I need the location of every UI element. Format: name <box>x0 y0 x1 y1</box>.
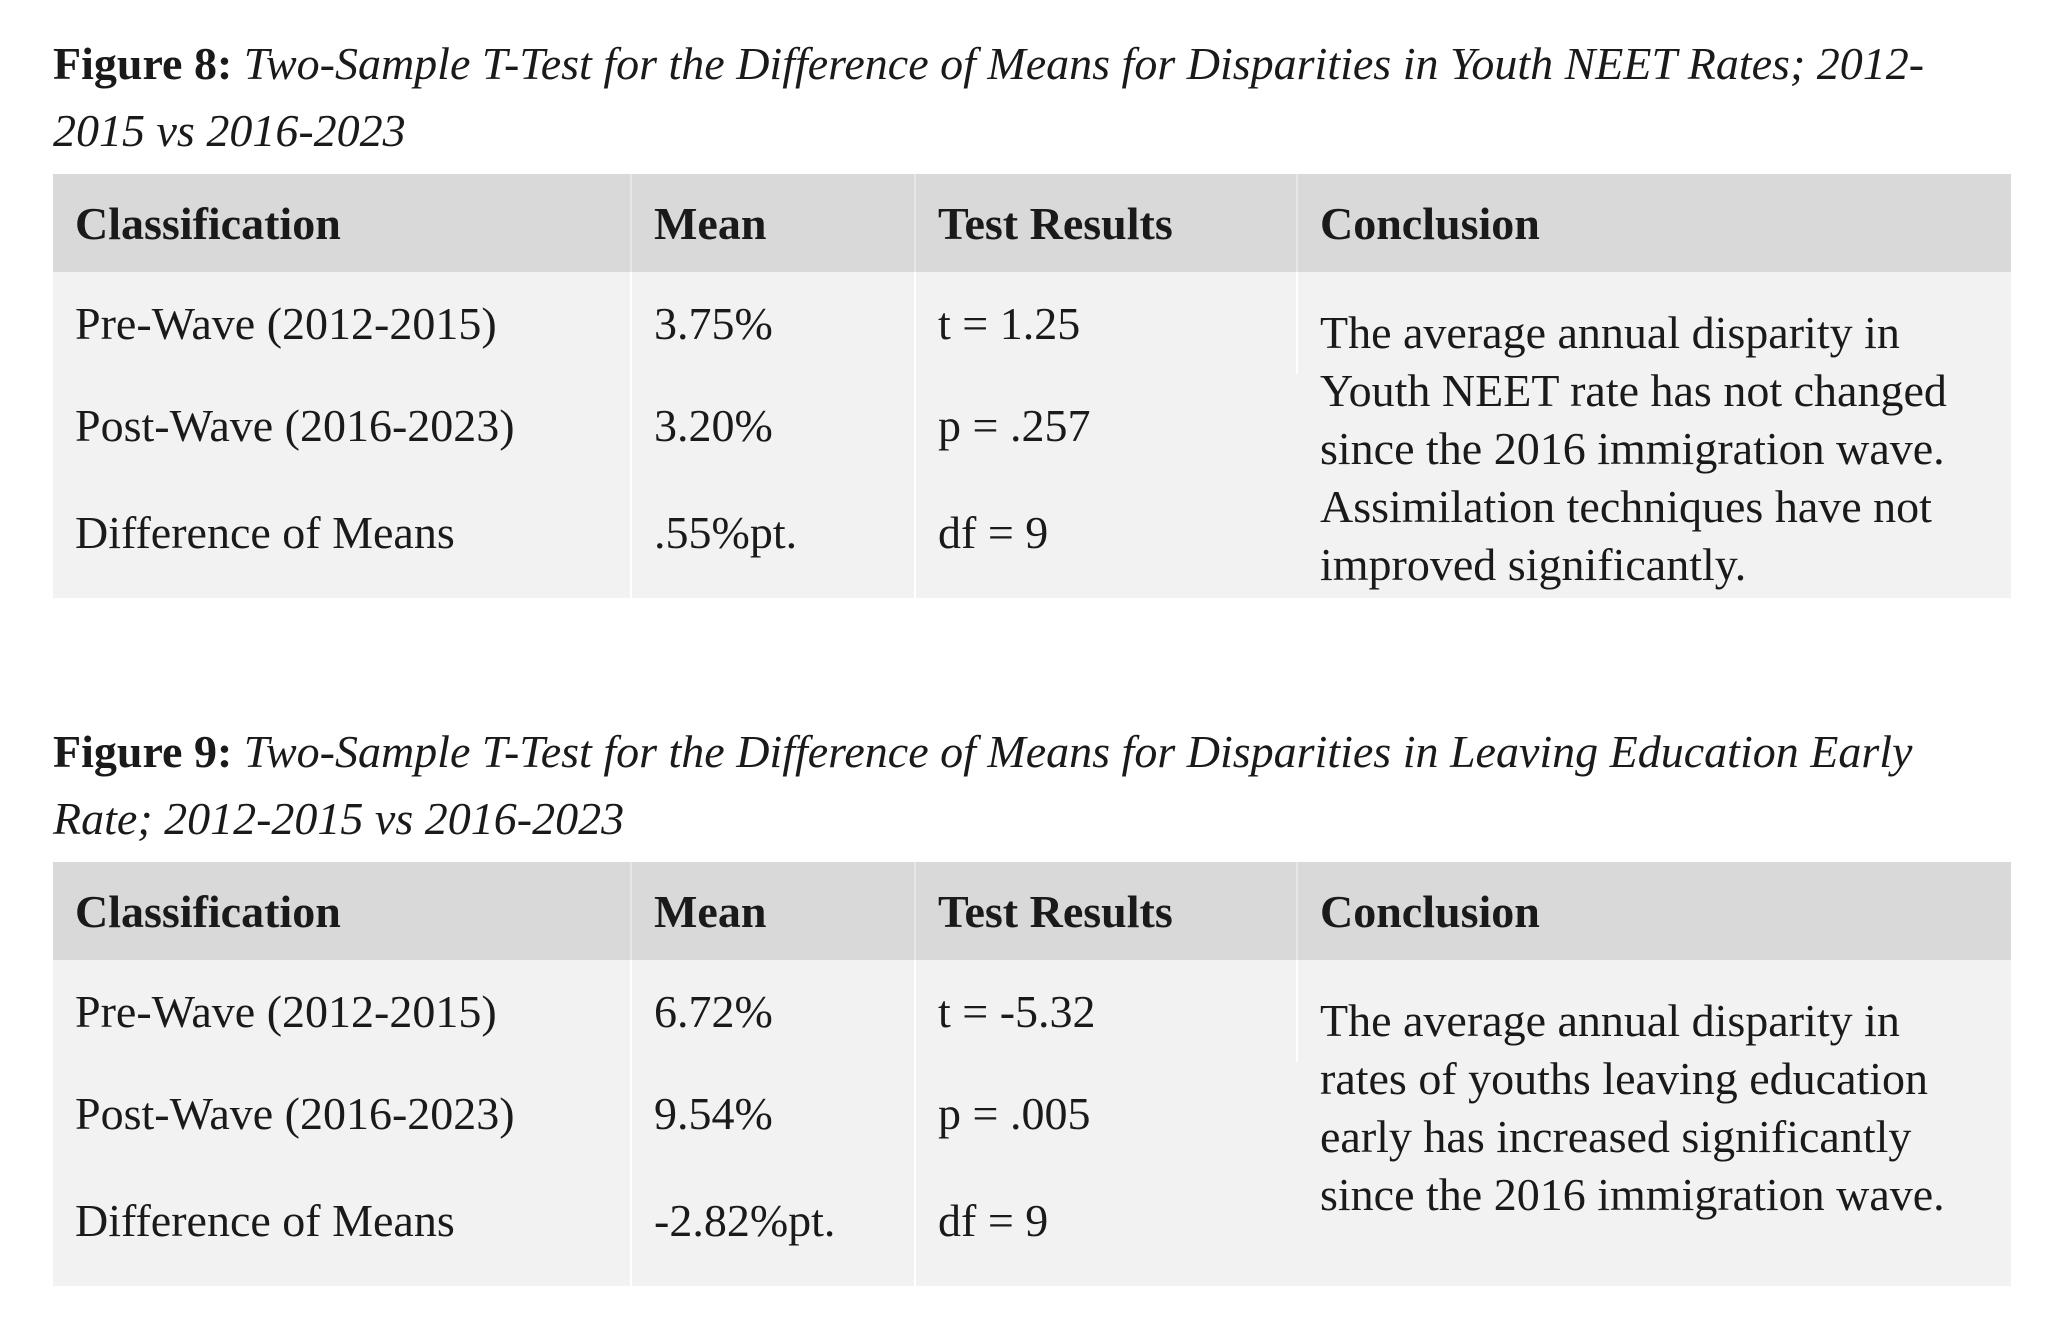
table-row: Pre-Wave (2012-2015) 6.72% t = -5.32 The… <box>53 960 2011 1220</box>
header-test-results: Test Results <box>915 862 1298 960</box>
figure-description: Two-Sample T-Test for the Difference of … <box>53 726 1913 844</box>
figure-description: Two-Sample T-Test for the Difference of … <box>53 38 1925 156</box>
ttest-table: Classification Mean Test Results Conclus… <box>53 862 2011 1286</box>
cell-conclusion: The average annual disparity in rates of… <box>1320 995 1945 1220</box>
table-header-row: Classification Mean Test Results Conclus… <box>53 862 2011 960</box>
cell-classification: Post-Wave (2016-2023) <box>53 1062 632 1164</box>
cell-mean: 3.75% <box>631 272 916 374</box>
cell-mean: -2.82%pt. <box>631 1164 916 1286</box>
cell-classification: Difference of Means <box>53 476 632 598</box>
header-conclusion: Conclusion <box>1320 885 1540 937</box>
cell-test-result: t = -5.32 <box>915 960 1298 1062</box>
cell-test-result: df = 9 <box>938 1195 1049 1246</box>
figure-label: Figure 8: <box>53 38 233 89</box>
cell-test-result: t = 1.25 <box>915 272 1298 374</box>
header-classification: Classification <box>53 174 632 272</box>
figure-label: Figure 9: <box>53 726 233 777</box>
table-row: Pre-Wave (2012-2015) 3.75% t = 1.25 The … <box>53 272 2011 590</box>
cell-test-result: p = .257 <box>938 399 1091 451</box>
cell-test-result: df = 9 <box>938 507 1049 558</box>
cell-test-result: p = .005 <box>938 1087 1091 1139</box>
header-classification: Classification <box>53 862 632 960</box>
cell-mean: 9.54% <box>631 1062 916 1164</box>
cell-mean: 6.72% <box>631 960 916 1062</box>
cell-classification: Pre-Wave (2012-2015) <box>53 960 632 1062</box>
figure-8: Figure 8: Two-Sample T-Test for the Diff… <box>53 30 2011 598</box>
header-mean: Mean <box>631 862 916 960</box>
cell-mean: .55%pt. <box>631 476 916 598</box>
cell-classification: Pre-Wave (2012-2015) <box>53 272 632 374</box>
header-conclusion: Conclusion <box>1320 197 1540 249</box>
cell-classification: Difference of Means <box>53 1164 632 1286</box>
header-test-results: Test Results <box>915 174 1298 272</box>
header-mean: Mean <box>631 174 916 272</box>
cell-classification: Post-Wave (2016-2023) <box>53 374 632 476</box>
figure-9: Figure 9: Two-Sample T-Test for the Diff… <box>53 718 2011 1286</box>
table-header-row: Classification Mean Test Results Conclus… <box>53 174 2011 272</box>
figure-caption: Figure 8: Two-Sample T-Test for the Diff… <box>53 30 2011 164</box>
ttest-table: Classification Mean Test Results Conclus… <box>53 174 2011 598</box>
cell-mean: 3.20% <box>631 374 916 476</box>
cell-conclusion: The average annual disparity in Youth NE… <box>1320 307 1947 590</box>
figure-caption: Figure 9: Two-Sample T-Test for the Diff… <box>53 718 2011 852</box>
